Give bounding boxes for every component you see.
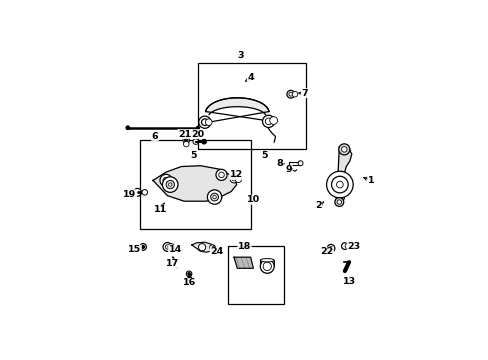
- Text: 16: 16: [182, 279, 195, 288]
- Text: 20: 20: [190, 130, 203, 139]
- Circle shape: [218, 172, 224, 177]
- Circle shape: [198, 116, 210, 128]
- Circle shape: [292, 91, 297, 97]
- Circle shape: [331, 176, 347, 193]
- Polygon shape: [205, 98, 268, 114]
- Ellipse shape: [260, 258, 274, 262]
- Text: 18: 18: [237, 242, 251, 251]
- Circle shape: [207, 190, 222, 204]
- Text: 13: 13: [342, 277, 355, 286]
- Circle shape: [202, 139, 206, 144]
- Circle shape: [193, 139, 198, 144]
- Circle shape: [187, 273, 190, 275]
- Circle shape: [184, 139, 187, 142]
- Circle shape: [265, 118, 271, 125]
- Circle shape: [288, 92, 292, 96]
- Circle shape: [140, 244, 146, 250]
- Text: 21: 21: [178, 130, 191, 139]
- Bar: [140, 140, 250, 229]
- Circle shape: [196, 126, 199, 129]
- Bar: [228, 246, 284, 304]
- Circle shape: [341, 147, 346, 152]
- Circle shape: [210, 193, 218, 201]
- Circle shape: [142, 190, 147, 195]
- Circle shape: [160, 174, 172, 186]
- Circle shape: [166, 180, 174, 189]
- Circle shape: [186, 271, 191, 276]
- Polygon shape: [335, 146, 351, 205]
- Bar: [198, 63, 305, 149]
- Circle shape: [209, 245, 215, 250]
- Text: 9: 9: [285, 165, 292, 174]
- Circle shape: [232, 177, 235, 181]
- Circle shape: [165, 245, 169, 249]
- Circle shape: [326, 171, 352, 198]
- Circle shape: [183, 137, 189, 144]
- Text: 6: 6: [151, 131, 158, 140]
- Text: 14: 14: [168, 245, 182, 254]
- Text: 7: 7: [301, 89, 307, 98]
- Circle shape: [269, 117, 277, 125]
- Circle shape: [216, 169, 226, 180]
- Text: 22: 22: [320, 247, 333, 256]
- Text: 1: 1: [367, 176, 374, 185]
- Circle shape: [183, 141, 189, 147]
- Text: 10: 10: [247, 195, 260, 204]
- Text: 24: 24: [210, 247, 223, 256]
- Circle shape: [297, 161, 303, 166]
- Circle shape: [212, 195, 216, 199]
- Circle shape: [345, 244, 349, 249]
- Circle shape: [338, 144, 349, 155]
- Circle shape: [328, 247, 332, 250]
- Text: 17: 17: [165, 259, 179, 268]
- Circle shape: [198, 244, 205, 251]
- Polygon shape: [191, 242, 214, 252]
- Text: 5: 5: [261, 151, 267, 160]
- Circle shape: [334, 198, 343, 207]
- Text: 3: 3: [237, 51, 244, 60]
- Circle shape: [336, 200, 341, 204]
- Text: 8: 8: [276, 159, 283, 168]
- Text: 4: 4: [247, 73, 253, 82]
- Circle shape: [126, 126, 129, 129]
- Circle shape: [142, 246, 144, 248]
- Circle shape: [168, 183, 172, 186]
- Text: 19: 19: [123, 190, 136, 199]
- Polygon shape: [233, 257, 253, 268]
- Polygon shape: [153, 166, 236, 201]
- Circle shape: [263, 262, 271, 270]
- Text: 12: 12: [229, 170, 243, 179]
- Circle shape: [230, 175, 237, 183]
- Circle shape: [162, 177, 178, 192]
- Circle shape: [262, 115, 274, 127]
- Text: 2: 2: [315, 201, 321, 210]
- Circle shape: [133, 188, 141, 196]
- Circle shape: [286, 90, 294, 98]
- Text: 15: 15: [128, 245, 141, 254]
- Circle shape: [336, 181, 343, 188]
- Circle shape: [326, 244, 334, 252]
- Text: 23: 23: [346, 242, 360, 251]
- Circle shape: [163, 177, 169, 184]
- Circle shape: [341, 243, 347, 249]
- Text: 11: 11: [154, 205, 167, 214]
- Circle shape: [205, 119, 212, 126]
- Circle shape: [235, 176, 241, 183]
- Text: 5: 5: [190, 151, 197, 160]
- Circle shape: [168, 244, 174, 250]
- Circle shape: [212, 246, 215, 249]
- Circle shape: [201, 119, 208, 126]
- Circle shape: [163, 243, 172, 251]
- Circle shape: [260, 260, 274, 273]
